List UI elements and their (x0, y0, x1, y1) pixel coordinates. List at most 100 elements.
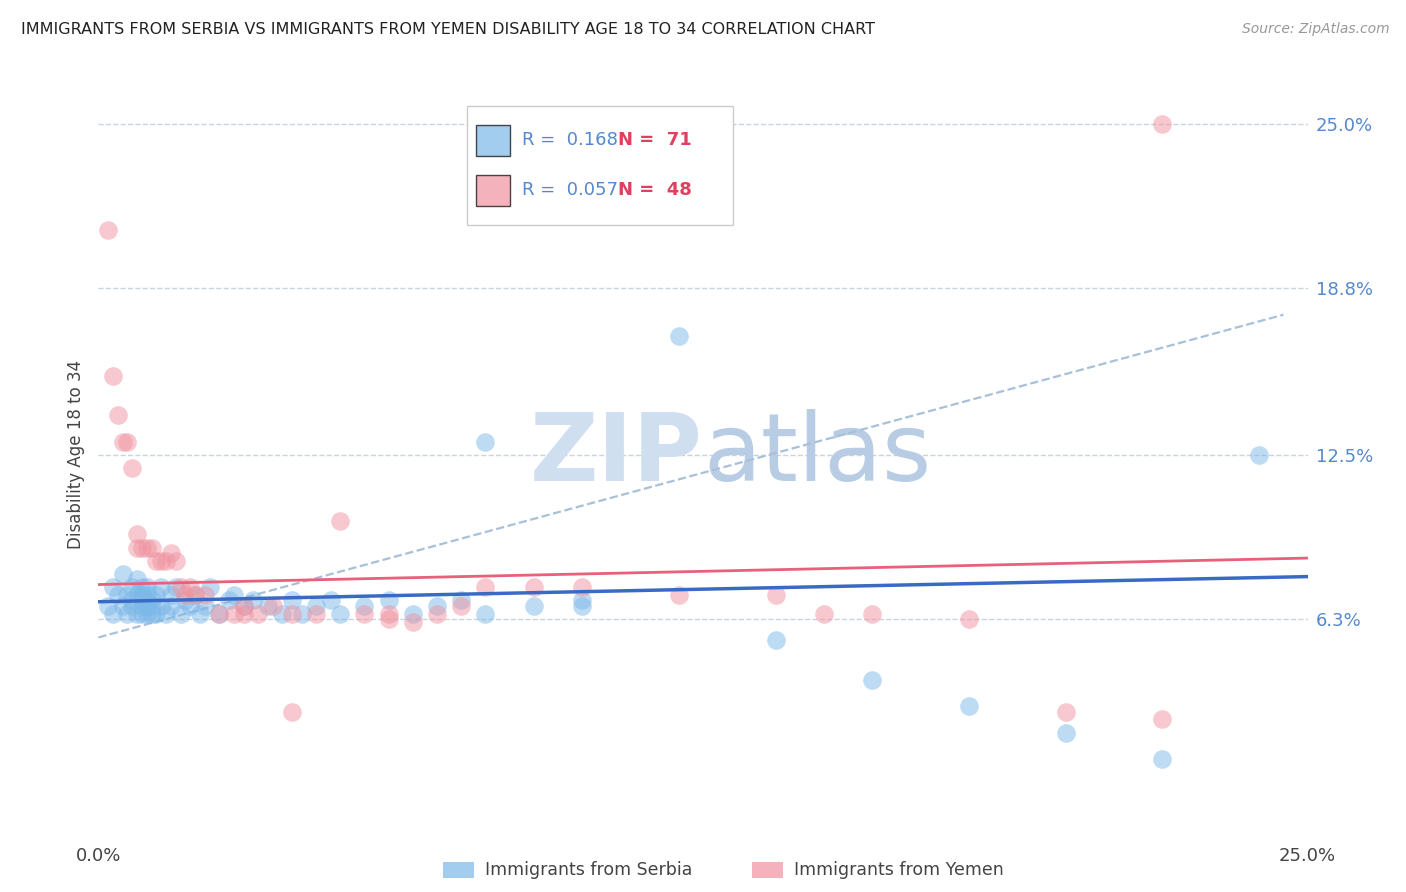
Text: Immigrants from Serbia: Immigrants from Serbia (485, 861, 692, 879)
Point (281, 593, 304, 607)
Point (131, 593, 153, 607)
Point (131, 588, 153, 602)
Point (174, 593, 197, 607)
Point (305, 607, 328, 621)
Point (160, 599, 183, 613)
Point (135, 580, 157, 594)
Point (232, 599, 254, 613)
Point (194, 599, 217, 613)
Point (765, 633, 787, 648)
Point (150, 554, 173, 568)
Point (668, 588, 690, 602)
Point (329, 607, 352, 621)
Point (571, 593, 593, 607)
Point (450, 599, 472, 613)
Point (101, 368, 124, 383)
Text: IMMIGRANTS FROM SERBIA VS IMMIGRANTS FROM YEMEN DISABILITY AGE 18 TO 34 CORRELAT: IMMIGRANTS FROM SERBIA VS IMMIGRANTS FRO… (21, 22, 875, 37)
Point (353, 599, 375, 613)
Point (127, 572, 149, 586)
Point (232, 607, 254, 621)
Point (232, 599, 254, 613)
Point (1152, 713, 1174, 727)
Point (184, 588, 207, 602)
Text: ZIP: ZIP (530, 409, 703, 501)
Point (208, 607, 231, 621)
Point (523, 580, 546, 594)
Point (305, 599, 328, 613)
Point (256, 599, 278, 613)
Point (117, 434, 139, 449)
Point (121, 580, 143, 594)
Point (127, 588, 149, 602)
Point (402, 607, 425, 621)
Point (145, 607, 167, 621)
Point (242, 593, 264, 607)
Y-axis label: Disability Age 18 to 34: Disability Age 18 to 34 (66, 360, 84, 549)
Point (141, 541, 163, 555)
Point (97, 599, 120, 613)
Point (150, 580, 173, 594)
Point (141, 593, 163, 607)
Point (169, 580, 191, 594)
Point (169, 607, 191, 621)
Point (271, 607, 294, 621)
Point (1249, 448, 1271, 462)
Point (150, 599, 173, 613)
Point (127, 541, 149, 555)
Point (155, 554, 177, 568)
Point (97, 223, 120, 237)
Point (218, 593, 240, 607)
Point (957, 612, 980, 626)
Point (188, 607, 211, 621)
Point (141, 607, 163, 621)
Point (290, 607, 312, 621)
Point (127, 527, 149, 541)
Point (247, 607, 270, 621)
Point (262, 599, 284, 613)
Point (131, 541, 153, 555)
Point (131, 607, 153, 621)
Point (813, 607, 835, 621)
Point (571, 580, 593, 594)
Point (107, 588, 129, 602)
Point (184, 588, 207, 602)
Point (121, 461, 143, 475)
Point (145, 554, 167, 568)
Point (353, 607, 375, 621)
Point (222, 607, 245, 621)
Point (1054, 725, 1077, 739)
Point (194, 588, 217, 602)
Point (474, 580, 496, 594)
Point (377, 607, 399, 621)
Point (135, 541, 157, 555)
Point (117, 588, 139, 602)
Point (377, 593, 399, 607)
Point (121, 599, 143, 613)
Text: N =  48: N = 48 (619, 181, 692, 199)
Point (1054, 705, 1077, 719)
Point (131, 580, 153, 594)
Point (160, 588, 183, 602)
Point (111, 566, 134, 581)
Point (160, 546, 183, 560)
FancyBboxPatch shape (475, 175, 509, 206)
Point (107, 409, 129, 423)
Point (135, 599, 157, 613)
Point (117, 607, 139, 621)
Point (111, 434, 134, 449)
Point (208, 607, 231, 621)
Text: Immigrants from Yemen: Immigrants from Yemen (794, 861, 1004, 879)
Point (127, 607, 149, 621)
Point (198, 580, 221, 594)
Point (571, 599, 593, 613)
Point (174, 588, 197, 602)
Point (121, 593, 143, 607)
Point (860, 607, 883, 621)
Point (426, 599, 449, 613)
Point (135, 588, 157, 602)
Point (145, 588, 167, 602)
Point (222, 588, 245, 602)
Point (165, 580, 187, 594)
Point (135, 593, 157, 607)
Point (668, 329, 690, 343)
